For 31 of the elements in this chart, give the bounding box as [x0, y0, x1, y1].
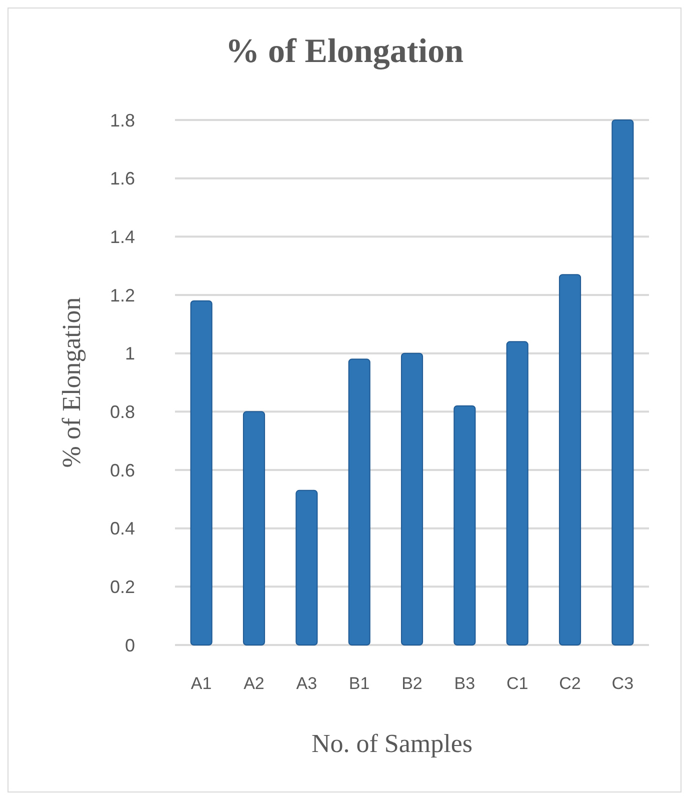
bar — [400, 352, 424, 646]
y-tick-label: 0.8 — [110, 402, 135, 422]
x-tick-label: B1 — [348, 674, 370, 693]
x-tick-label: C2 — [559, 674, 581, 693]
x-tick-label: A3 — [296, 674, 318, 693]
bar — [612, 120, 634, 646]
x-tick-label: B3 — [454, 674, 476, 693]
y-tick-label: 0.2 — [110, 576, 135, 597]
x-tick-label: A1 — [190, 674, 212, 693]
y-tick-label: 1 — [124, 344, 135, 364]
y-tick-label: 1.8 — [110, 110, 135, 130]
x-tick-label: B2 — [402, 674, 422, 693]
bar — [506, 341, 528, 646]
x-tick-label: C1 — [506, 674, 528, 693]
y-tick-label: 1.2 — [110, 285, 135, 306]
bar — [296, 490, 318, 646]
y-axis-title: % of Elongation — [57, 297, 86, 468]
bar — [558, 274, 582, 646]
y-tick-label: 0.4 — [110, 518, 135, 539]
y-tick-label: 1.6 — [110, 168, 135, 189]
y-tick-label: 0 — [124, 635, 135, 656]
bar — [454, 405, 476, 646]
x-axis-title: No. of Samples — [311, 729, 473, 758]
y-tick-label: 1.4 — [110, 226, 135, 247]
bar — [348, 358, 370, 646]
chart-title: % of Elongation — [225, 33, 464, 70]
bar — [242, 411, 266, 646]
x-tick-label: C3 — [612, 674, 634, 693]
y-tick-label: 0.6 — [110, 460, 135, 480]
x-tick-label: A2 — [244, 674, 264, 693]
bar — [190, 300, 212, 646]
